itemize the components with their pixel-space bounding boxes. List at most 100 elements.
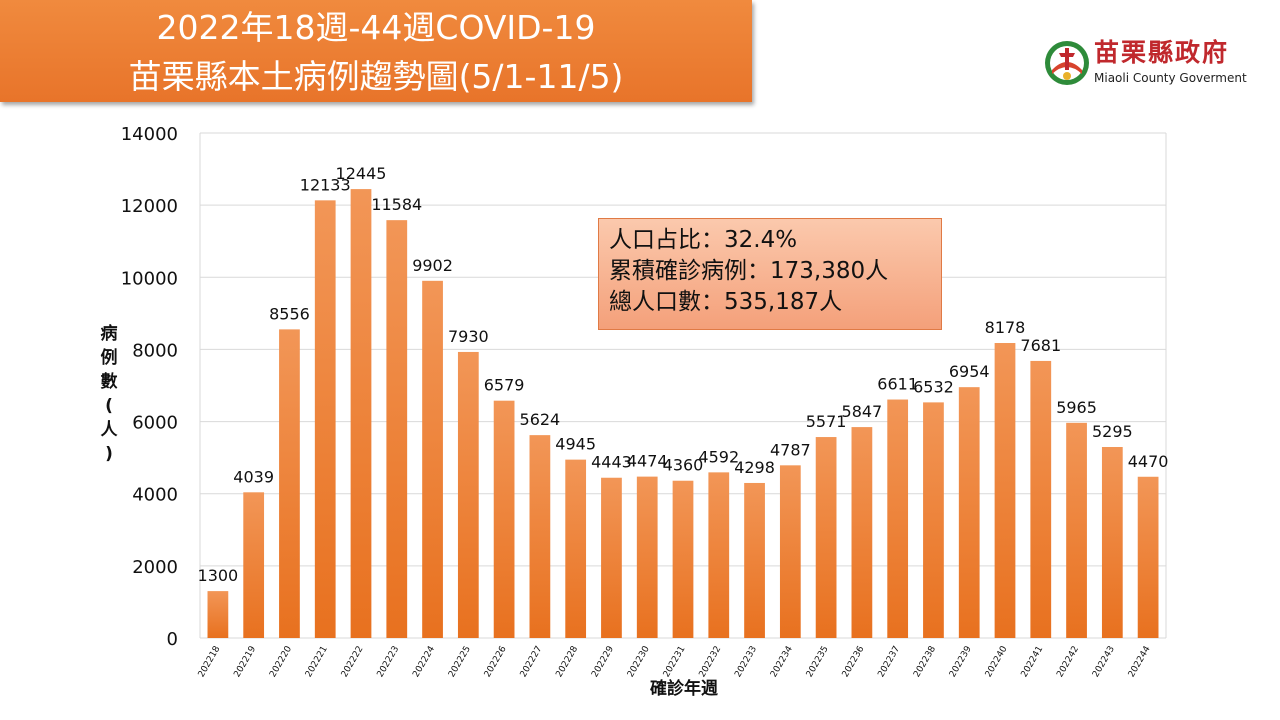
data-label: 4298: [734, 458, 775, 477]
y-tick-label: 14000: [121, 124, 178, 145]
y-axis-label: 病 例 數 ( 人 ): [94, 322, 124, 466]
bar: [350, 189, 372, 638]
data-label: 6611: [877, 375, 918, 394]
y-axis-label-char: 病: [100, 324, 118, 344]
population-ratio-text: 人口占比：32.4%: [609, 227, 798, 253]
y-tick-label: 8000: [132, 340, 178, 361]
x-tick-label: 202241: [1020, 645, 1046, 680]
bar: [887, 399, 909, 638]
x-tick-label: 202218: [197, 644, 223, 679]
bar: [493, 400, 515, 638]
x-tick-label: 202219: [232, 644, 258, 679]
bar: [851, 427, 873, 638]
y-tick-label: 12000: [121, 196, 178, 217]
x-tick-label: 202243: [1091, 645, 1117, 680]
y-tick-label: 4000: [132, 485, 178, 506]
x-tick-label: 202238: [912, 644, 938, 679]
bar: [958, 387, 980, 638]
bar: [1066, 422, 1087, 638]
data-label: 6954: [949, 362, 990, 381]
cumulative-cases-text: 累積確診病例：173,380人: [609, 258, 889, 284]
y-axis-label-char: ): [105, 444, 113, 464]
x-tick-label: 202240: [984, 644, 1010, 679]
bar: [744, 482, 765, 638]
x-tick-label: 202223: [376, 645, 402, 680]
bar: [1137, 476, 1159, 638]
y-axis-label-char: 例: [100, 348, 118, 368]
x-tick-label: 202221: [304, 645, 330, 680]
data-label: 4443: [591, 453, 632, 472]
data-label: 4787: [770, 440, 811, 459]
data-label: 6532: [913, 377, 954, 396]
bar: [1030, 360, 1052, 638]
bar: [815, 437, 837, 638]
bar: [708, 472, 730, 638]
y-tick-label: 2000: [132, 557, 178, 578]
x-tick-label: 202242: [1055, 645, 1081, 680]
bar: [779, 465, 801, 638]
bar: [529, 435, 551, 638]
data-label: 7930: [448, 327, 489, 346]
data-label: 4360: [663, 456, 704, 475]
data-label: 6579: [484, 376, 525, 395]
y-axis-label-char: 數: [100, 372, 118, 392]
bar: [1101, 447, 1123, 638]
x-tick-label: 202227: [519, 645, 545, 680]
data-label: 7681: [1020, 336, 1061, 355]
chart-title-line-1: 2022年18週-44週COVID-19: [156, 8, 596, 47]
summary-callout: 人口占比：32.4% 累積確診病例：173,380人 總人口數：535,187人: [598, 218, 942, 330]
x-tick-label: 202226: [483, 644, 509, 679]
bar: [243, 492, 265, 638]
data-label: 4592: [698, 447, 739, 466]
data-label: 5847: [842, 402, 883, 421]
data-label: 1300: [198, 566, 239, 585]
data-label: 5295: [1092, 422, 1133, 441]
bar: [422, 280, 443, 638]
data-label: 8556: [269, 304, 310, 323]
bar: [994, 343, 1016, 638]
bar: [923, 402, 944, 638]
x-tick-label: 202228: [554, 644, 580, 679]
bar: [565, 459, 587, 638]
y-axis-ticks: 0 2000 4000 6000 8000 10000 12000 14000: [121, 124, 178, 650]
y-axis-label-char: 人: [100, 420, 118, 440]
county-name: 苗栗縣政府: [1094, 38, 1230, 67]
x-tick-label: 202235: [805, 645, 831, 680]
data-label: 11584: [371, 195, 422, 214]
x-tick-label: 202237: [876, 645, 902, 680]
data-label: 4470: [1128, 452, 1169, 471]
miaoli-county-emblem-icon: [1045, 41, 1089, 85]
x-axis-label: 確診年週: [650, 679, 718, 699]
y-tick-label: 0: [167, 629, 178, 650]
x-tick-label: 202224: [411, 644, 437, 679]
x-tick-label: 202220: [268, 644, 294, 679]
x-tick-label: 202236: [841, 644, 867, 679]
bars: [207, 189, 1159, 639]
data-label: 5624: [520, 410, 561, 429]
chart-title-line-2: 苗栗縣本土病例趨勢圖(5/1-11/5): [128, 57, 624, 96]
data-label: 4039: [233, 467, 274, 486]
y-tick-label: 10000: [121, 268, 178, 289]
bar: [636, 476, 658, 638]
county-english-name: Miaoli County Goverment: [1094, 71, 1247, 85]
bar: [386, 220, 408, 639]
bar: [314, 200, 336, 639]
data-label: 5571: [806, 412, 847, 431]
total-population-text: 總人口數：535,187人: [609, 289, 843, 315]
y-tick-label: 6000: [132, 413, 178, 434]
bar: [207, 591, 229, 638]
data-label: 4474: [627, 452, 668, 471]
title-banner: 2022年18週-44週COVID-19 苗栗縣本土病例趨勢圖(5/1-11/5…: [0, 0, 752, 102]
x-tick-label: 202225: [447, 645, 473, 680]
x-tick-label: 202239: [948, 644, 974, 679]
data-label: 5965: [1056, 398, 1097, 417]
y-axis-label-char: (: [105, 396, 113, 416]
data-label: 9902: [412, 256, 453, 275]
bar: [672, 480, 694, 638]
bar: [279, 329, 300, 638]
data-label: 4945: [555, 435, 596, 454]
data-label: 8178: [985, 318, 1026, 337]
bar: [601, 477, 622, 638]
data-label: 12445: [336, 164, 387, 183]
